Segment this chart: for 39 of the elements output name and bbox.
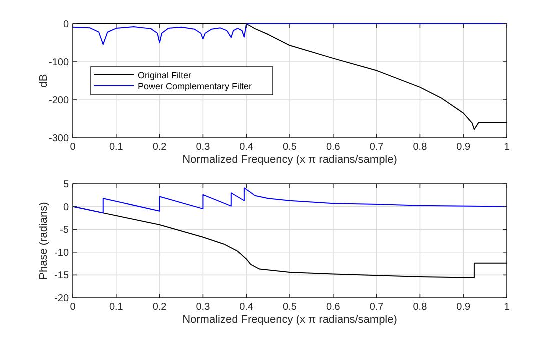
x-tick-label: 0.9 (456, 302, 471, 313)
x-tick-label: 0.6 (326, 142, 341, 153)
y-tick-label: -200 (48, 96, 70, 106)
x-tick-label: 0.1 (109, 302, 124, 313)
y-tick-label: -20 (54, 294, 70, 304)
x-tick-label: 1 (504, 302, 510, 313)
x-tick-label: 0.3 (196, 142, 211, 153)
y-tick-label: 5 (63, 180, 70, 190)
x-tick-label: 0.9 (456, 142, 471, 153)
x-tick-label: 0.4 (240, 142, 254, 153)
x-tick-label: 1 (504, 142, 510, 153)
x-tick-label: 0.7 (370, 302, 384, 313)
y-axis-title: Phase (radians) (38, 202, 50, 280)
x-tick-label: 0.8 (413, 142, 428, 153)
legend-label: Original Filter (138, 70, 192, 80)
x-tick-label: 0.5 (283, 142, 298, 153)
y-tick-label: -15 (54, 270, 70, 282)
y-tick-label: -5 (60, 225, 70, 236)
y-tick-label: 0 (63, 20, 70, 30)
x-tick-label: 0.4 (240, 302, 254, 313)
x-tick-label: 0.8 (413, 302, 428, 313)
y-tick-label: 0 (63, 202, 70, 214)
x-tick-label: 0.2 (152, 302, 168, 313)
line-series (72, 188, 508, 214)
x-tick-label: 0.1 (109, 142, 124, 153)
y-tick-label: -100 (48, 58, 70, 68)
x-tick-label: 0.5 (283, 302, 298, 313)
y-tick-label: -300 (48, 134, 70, 144)
x-tick-label: 0 (70, 302, 76, 313)
x-tick-label: 0.2 (152, 142, 168, 153)
x-tick-label: 0.6 (326, 302, 341, 313)
y-tick-label: -10 (54, 248, 70, 259)
x-axis-title: Normalized Frequency (x π radians/sample) (182, 154, 398, 166)
x-tick-label: 0 (70, 142, 76, 153)
x-tick-label: 0.7 (370, 142, 384, 153)
legend-label: Power Complementary Filter (138, 82, 252, 92)
y-axis-title: dB (38, 74, 50, 88)
x-axis-title: Normalized Frequency (x π radians/sample) (182, 314, 398, 326)
x-tick-label: 0.3 (196, 302, 211, 313)
